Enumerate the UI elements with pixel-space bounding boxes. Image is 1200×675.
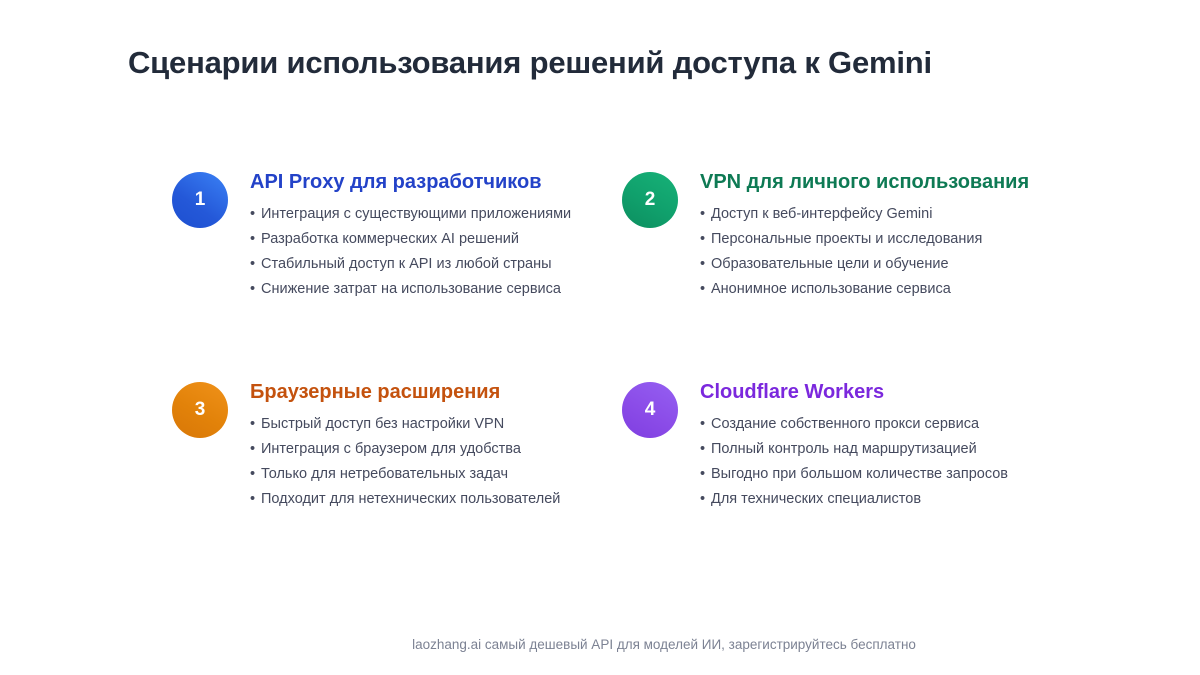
list-item: • Интеграция с существующими приложениями <box>250 202 571 227</box>
card-row-top: 1 API Proxy для разработчиков • Интеграци… <box>172 170 1112 380</box>
card-number-badge-2: 2 <box>622 172 678 228</box>
card-api-proxy[interactable]: 1 API Proxy для разработчиков • Интеграци… <box>172 170 622 380</box>
bullet-dot-icon: • <box>700 206 706 222</box>
list-item: • Для технических специалистов <box>700 487 1008 512</box>
card-heading-2: VPN для личного использования <box>700 171 1030 193</box>
bullet-dot-icon: • <box>250 466 256 482</box>
bullet-text: Доступ к веб-интерфейсу Gemini <box>711 206 933 222</box>
bullet-text: Подходит для нетехнических пользователей <box>261 491 561 507</box>
badge-number-label: 4 <box>644 399 656 420</box>
card-bullet-list-1: • Интеграция с существующими приложениями… <box>250 202 571 302</box>
card-number-badge-3: 3 <box>172 382 228 438</box>
card-heading-1: API Proxy для разработчиков <box>250 171 542 193</box>
bullet-text: Создание собственного прокси сервиса <box>711 416 980 432</box>
list-item: • Доступ к веб-интерфейсу Gemini <box>700 202 1029 227</box>
bullet-text: Разработка коммерческих AI решений <box>261 231 519 247</box>
list-item: • Разработка коммерческих AI решений <box>250 227 571 252</box>
bullet-text: Интеграция с браузером для удобства <box>261 441 521 457</box>
card-row-bottom: 3 Браузерные расширения • Быстрый доступ … <box>172 380 1112 512</box>
bullet-dot-icon: • <box>700 416 706 432</box>
list-item: • Быстрый доступ без настройки VPN <box>250 412 560 437</box>
bullet-dot-icon: • <box>700 466 706 482</box>
cards-grid: 1 API Proxy для разработчиков • Интеграци… <box>172 170 1112 512</box>
footer-attribution-text: laozhang.ai самый дешевый API для моделе… <box>412 637 916 652</box>
bullet-dot-icon: • <box>700 441 706 457</box>
list-item: • Подходит для нетехнических пользователе… <box>250 487 560 512</box>
bullet-text: Для технических специалистов <box>711 491 922 507</box>
card-cloudflare-workers[interactable]: 4 Cloudflare Workers • Создание собственн… <box>622 380 1112 512</box>
bullet-text: Быстрый доступ без настройки VPN <box>261 416 505 432</box>
list-item: • Персональные проекты и исследования <box>700 227 1029 252</box>
card-bullet-list-2: • Доступ к веб-интерфейсу Gemini • Персона… <box>700 202 1029 302</box>
bullet-text: Персональные проекты и исследования <box>711 231 983 247</box>
card-number-badge-4: 4 <box>622 382 678 438</box>
card-body-4: Cloudflare Workers • Создание собственног… <box>700 380 1008 512</box>
card-bullet-list-3: • Быстрый доступ без настройки VPN • Интег… <box>250 412 560 512</box>
list-item: • Образовательные цели и обучение <box>700 252 1029 277</box>
bullet-dot-icon: • <box>250 206 256 222</box>
bullet-dot-icon: • <box>250 231 256 247</box>
bullet-text: Полный контроль над маршрутизацией <box>711 441 977 457</box>
list-item: • Создание собственного прокси сервиса <box>700 412 1008 437</box>
bullet-dot-icon: • <box>250 491 256 507</box>
bullet-text: Снижение затрат на использование сервиса <box>261 281 561 297</box>
card-bullet-list-4: • Создание собственного прокси сервиса • П… <box>700 412 1008 512</box>
page-title: Сценарии использования решений доступа к… <box>128 45 932 80</box>
bullet-dot-icon: • <box>250 281 256 297</box>
bullet-dot-icon: • <box>700 231 706 247</box>
bullet-text: Интеграция с существующими приложениями <box>261 206 572 222</box>
card-body-2: VPN для личного использования • Доступ к … <box>700 170 1029 302</box>
list-item: • Только для нетребовательных задач <box>250 462 560 487</box>
bullet-dot-icon: • <box>700 491 706 507</box>
bullet-text: Стабильный доступ к API из любой страны <box>261 256 552 272</box>
card-heading-3: Браузерные расширения <box>250 381 501 403</box>
footer: laozhang.ai самый дешевый API для моделе… <box>0 637 1200 652</box>
list-item: • Снижение затрат на использование сервис… <box>250 277 571 302</box>
list-item: • Интеграция с браузером для удобства <box>250 437 560 462</box>
bullet-dot-icon: • <box>700 281 706 297</box>
list-item: • Выгодно при большом количестве запросов <box>700 462 1008 487</box>
card-body-1: API Proxy для разработчиков • Интеграция … <box>250 170 571 302</box>
bullet-dot-icon: • <box>250 256 256 272</box>
card-vpn[interactable]: 2 VPN для личного использования • Доступ … <box>622 170 1112 380</box>
bullet-text: Анонимное использование сервиса <box>711 281 951 297</box>
badge-number-label: 1 <box>194 189 206 210</box>
bullet-text: Только для нетребовательных задач <box>261 466 508 482</box>
list-item: • Полный контроль над маршрутизацией <box>700 437 1008 462</box>
card-heading-4: Cloudflare Workers <box>700 381 885 403</box>
bullet-text: Выгодно при большом количестве запросов <box>711 466 1009 482</box>
list-item: • Стабильный доступ к API из любой страны <box>250 252 571 277</box>
card-browser-extensions[interactable]: 3 Браузерные расширения • Быстрый доступ … <box>172 380 622 512</box>
badge-number-label: 2 <box>644 189 656 210</box>
badge-number-label: 3 <box>194 399 206 420</box>
bullet-dot-icon: • <box>250 416 256 432</box>
bullet-dot-icon: • <box>250 441 256 457</box>
card-body-3: Браузерные расширения • Быстрый доступ бе… <box>250 380 560 512</box>
card-number-badge-1: 1 <box>172 172 228 228</box>
bullet-text: Образовательные цели и обучение <box>711 256 949 272</box>
list-item: • Анонимное использование сервиса <box>700 277 1029 302</box>
bullet-dot-icon: • <box>700 256 706 272</box>
